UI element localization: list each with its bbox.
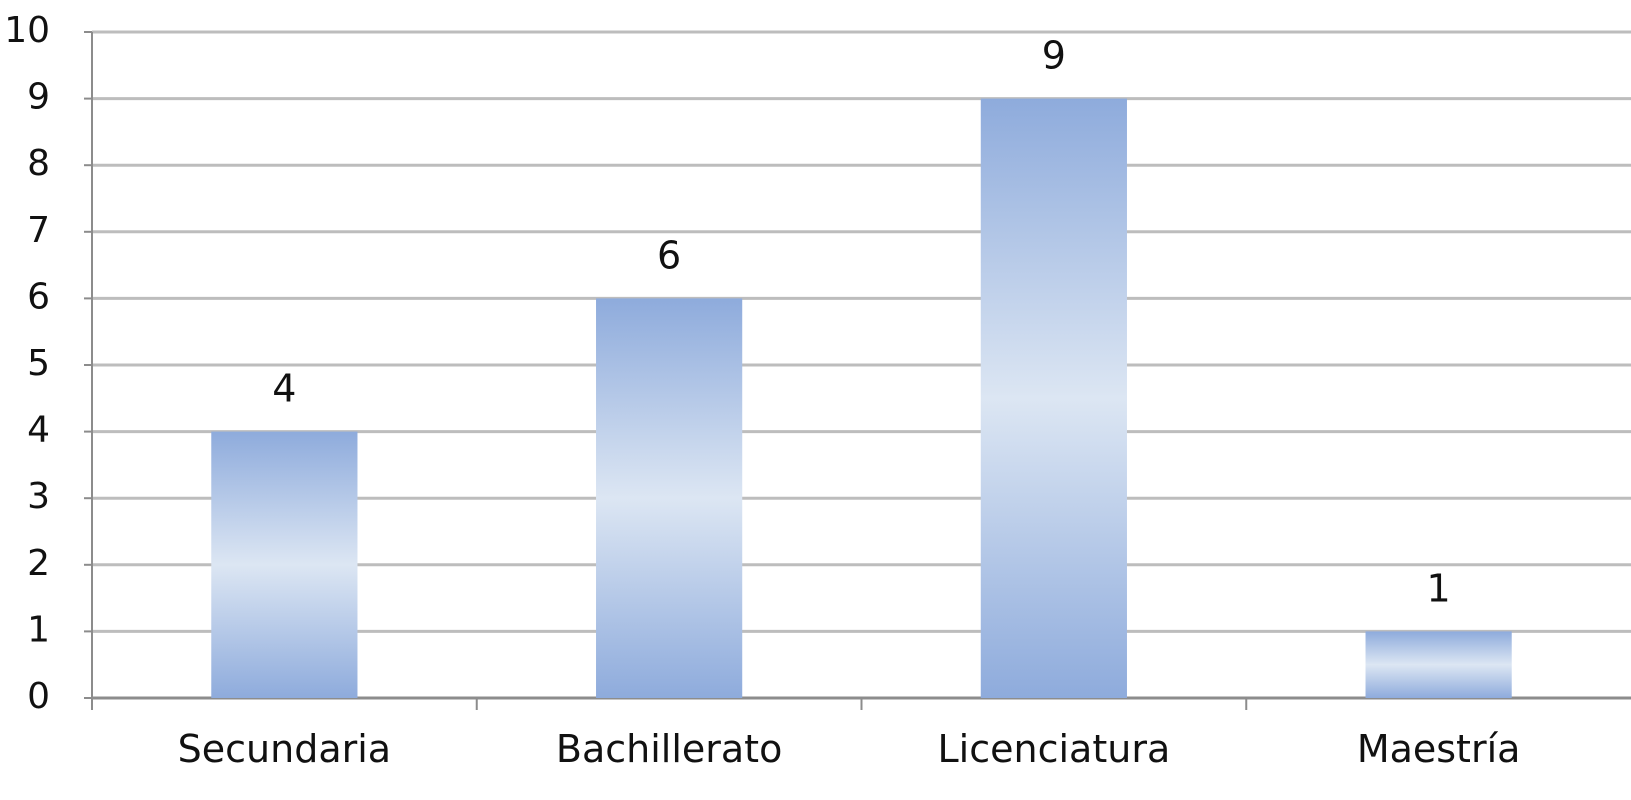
y-tick-label: 9 [27, 77, 50, 118]
labels: 0 1 2 3 4 5 6 7 8 9 10 4 Secundaria 6 Bachillerato 9 Lic… [4, 10, 1520, 771]
bar-secundaria [211, 431, 358, 698]
x-category-label: Maestría [1357, 727, 1521, 771]
data-label: 9 [1042, 34, 1066, 78]
y-tick-label: 1 [27, 609, 50, 650]
x-category-label: Bachillerato [556, 727, 782, 771]
x-category-label: Licenciatura [938, 727, 1171, 771]
y-tick-label: 3 [27, 476, 50, 517]
y-tick-label: 5 [27, 343, 50, 384]
y-tick-label: 10 [4, 10, 50, 51]
bars [211, 98, 1512, 699]
data-label: 4 [272, 367, 296, 411]
bar-licenciatura [980, 98, 1127, 699]
y-tick-label: 4 [27, 410, 50, 451]
y-tick-label: 6 [27, 276, 50, 317]
y-tick-label: 8 [27, 143, 50, 184]
data-label: 6 [657, 233, 681, 277]
data-label: 1 [1427, 566, 1451, 610]
bar-bachillerato [596, 298, 743, 698]
bar-maestría [1365, 631, 1512, 698]
x-category-label: Secundaria [178, 727, 391, 771]
y-tick-label: 2 [27, 543, 50, 584]
y-tick-label: 7 [27, 210, 50, 251]
y-tick-label: 0 [27, 676, 50, 717]
